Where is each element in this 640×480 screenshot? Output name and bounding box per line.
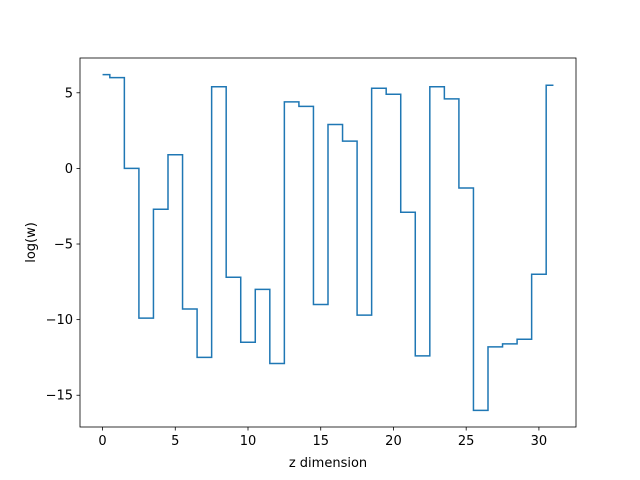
x-tick-label: 15 xyxy=(312,434,329,449)
x-tick-label: 20 xyxy=(385,434,402,449)
y-axis-label: log(w) xyxy=(24,222,39,263)
y-tick-label: −10 xyxy=(46,313,73,328)
y-tick-label: 0 xyxy=(65,162,73,177)
x-tick-label: 0 xyxy=(98,434,106,449)
series-line xyxy=(102,73,554,412)
x-axis-ticks: 0 5 10 15 20 25 30 xyxy=(98,427,547,449)
x-tick-label: 30 xyxy=(531,434,548,449)
x-tick-label: 25 xyxy=(458,434,475,449)
y-tick-label: −5 xyxy=(54,238,73,253)
x-axis-label: z dimension xyxy=(289,456,367,471)
x-tick-label: 5 xyxy=(171,434,179,449)
y-tick-label: −15 xyxy=(46,389,73,404)
plot-frame xyxy=(79,57,577,428)
y-tick-label: 5 xyxy=(65,86,73,101)
x-tick-label: 10 xyxy=(240,434,257,449)
y-axis-ticks: −15 −10 −5 0 5 xyxy=(46,86,80,404)
